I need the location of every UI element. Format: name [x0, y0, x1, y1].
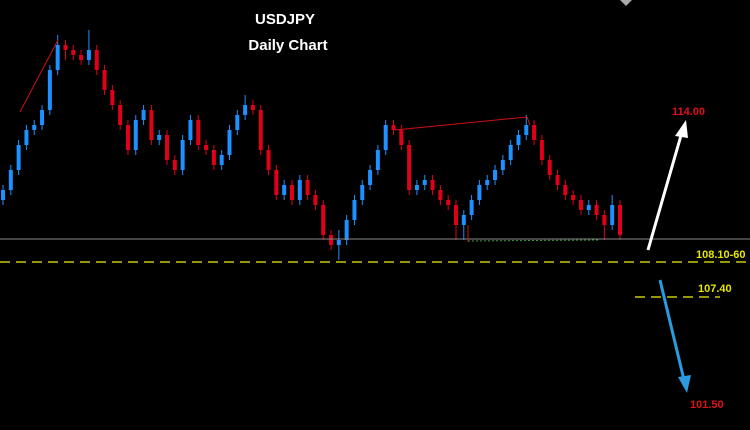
- candle-body: [157, 135, 162, 140]
- candle-body: [94, 50, 99, 70]
- candle-body: [305, 180, 310, 195]
- candle-body: [430, 180, 435, 190]
- candle-body: [180, 140, 185, 170]
- candle-body: [399, 130, 404, 145]
- candle-body: [446, 200, 451, 205]
- candle-body: [297, 180, 302, 200]
- candle-body: [516, 135, 521, 145]
- candle-body: [438, 190, 443, 200]
- candle-body: [289, 185, 294, 200]
- candle-body: [8, 170, 13, 190]
- candle-body: [219, 155, 224, 165]
- candle-body: [563, 185, 568, 195]
- chart-title: USDJPY: [255, 11, 315, 28]
- candle-body: [102, 70, 107, 90]
- target-label: 114.00: [672, 106, 705, 118]
- candle-body: [555, 175, 560, 185]
- candle-body: [188, 120, 193, 140]
- arrow-up: [646, 131, 684, 251]
- trend-line: [394, 116, 531, 131]
- candle-body: [313, 195, 318, 205]
- candle-body: [578, 200, 583, 210]
- candle-body: [32, 125, 37, 130]
- candle-body: [500, 160, 505, 170]
- candle-body: [508, 145, 513, 160]
- target-label: 101.50: [690, 399, 724, 411]
- candle-body: [602, 215, 607, 225]
- candle-body: [282, 185, 287, 195]
- candle-body: [71, 50, 76, 55]
- chart-subtitle: Daily Chart: [248, 37, 327, 54]
- candles: [1, 30, 622, 260]
- candle-body: [461, 215, 466, 225]
- candle-body: [586, 205, 591, 210]
- trend-line: [19, 39, 59, 113]
- candle-body: [266, 150, 271, 170]
- candle-body: [227, 130, 232, 155]
- candle-body: [16, 145, 21, 170]
- candle-body: [149, 110, 154, 140]
- candle-body: [258, 110, 263, 150]
- candle-body: [321, 205, 326, 235]
- candle-body: [539, 140, 544, 160]
- candle-body: [329, 235, 334, 245]
- candle-body: [610, 205, 615, 225]
- candle-body: [383, 125, 388, 150]
- candle-body: [594, 205, 599, 215]
- candle-body: [235, 115, 240, 130]
- candle-body: [204, 145, 209, 150]
- candle-body: [79, 55, 84, 60]
- candle-body: [547, 160, 552, 175]
- candle-body: [172, 160, 177, 170]
- candle-body: [485, 180, 490, 185]
- candle-body: [407, 145, 412, 190]
- candle-body: [532, 125, 537, 140]
- candle-body: [368, 170, 373, 185]
- candle-body: [391, 125, 396, 130]
- support-label: 108.10-60: [696, 249, 746, 261]
- candle-body: [55, 45, 60, 70]
- arrow-head: [675, 120, 688, 138]
- candle-body: [336, 240, 341, 245]
- candle-body: [524, 125, 529, 135]
- candle-body: [196, 120, 201, 145]
- candle-body: [24, 130, 29, 145]
- candle-body: [477, 185, 482, 200]
- candle-body: [375, 150, 380, 170]
- candle-body: [1, 190, 5, 200]
- candle-body: [352, 200, 357, 220]
- candle-body: [40, 110, 45, 125]
- candle-body: [469, 200, 474, 215]
- candle-body: [414, 185, 419, 190]
- candle-body: [125, 125, 130, 150]
- candle-body: [493, 170, 498, 180]
- candle-body: [110, 90, 115, 105]
- candle-body: [243, 105, 248, 115]
- candle-body: [250, 105, 255, 110]
- arrow-head: [678, 375, 691, 393]
- candle-body: [141, 110, 146, 120]
- candle-body: [133, 120, 138, 150]
- candle-body: [618, 205, 622, 235]
- candle-body: [47, 70, 52, 110]
- candle-body: [571, 195, 576, 200]
- level-label: 107.40: [698, 283, 732, 295]
- candle-body: [118, 105, 123, 125]
- corner-marker: [620, 0, 632, 6]
- candle-body: [422, 180, 427, 185]
- candle-body: [86, 50, 91, 60]
- candle-body: [63, 45, 68, 50]
- arrow-down: [658, 279, 686, 381]
- candle-body: [344, 220, 349, 240]
- candle-body: [360, 185, 365, 200]
- candle-body: [274, 170, 279, 195]
- candle-body: [165, 135, 170, 160]
- candle-body: [453, 205, 458, 225]
- candle-body: [211, 150, 216, 165]
